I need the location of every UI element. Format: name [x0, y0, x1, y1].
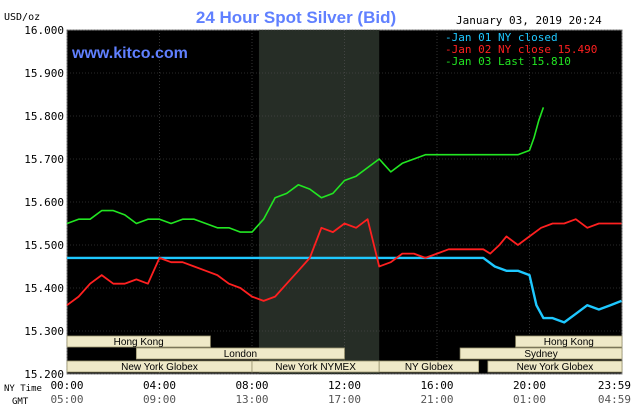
trading-session-bars: Hong Kong Hong Kong London Sydney New York G…	[66, 335, 623, 373]
price-series	[66, 107, 622, 324]
watermark-text: www.kitco.com	[71, 45, 188, 62]
x-tick-label-ny: 00:00	[50, 379, 83, 392]
y-tick-label: 16.000	[24, 24, 64, 37]
x-tick-label-gmt: 09:00	[143, 393, 176, 406]
y-tick-label: 15.400	[24, 282, 64, 295]
x-tick-label-gmt: 13:00	[235, 393, 268, 406]
series-line-2	[66, 218, 622, 306]
y-axis-ticks: 16.000 15.900 15.800 15.700 15.600 15.500 15.4…	[24, 24, 64, 381]
x-tick-label-gmt: 21:00	[420, 393, 453, 406]
y-tick-label: 15.700	[24, 153, 64, 166]
x-tick-label-ny: 12:00	[328, 379, 361, 392]
x-tick-label-ny: 20:00	[513, 379, 546, 392]
grid-lines	[66, 29, 623, 375]
session-bar	[515, 335, 623, 348]
y-tick-label: 15.200	[24, 368, 64, 381]
timestamp-label: January 03, 2019 20:24	[456, 14, 602, 27]
session-label: New York NYMEX	[275, 362, 356, 373]
x-tick-label-ny: 23:59	[598, 379, 631, 392]
y-tick-label: 15.500	[24, 239, 64, 252]
x-tick-label-ny: 16:00	[420, 379, 453, 392]
gmt-row-label: GMT	[12, 397, 29, 407]
session-bar	[66, 335, 211, 348]
y-tick-label: 15.800	[24, 110, 64, 123]
session-bar	[135, 347, 345, 360]
x-tick-label-ny: 08:00	[235, 379, 268, 392]
session-bar	[487, 360, 623, 373]
x-tick-label-gmt: 01:00	[513, 393, 546, 406]
ny-time-row-label: NY Time	[4, 384, 42, 394]
unit-label: USD/oz	[4, 12, 40, 23]
chart-title: 24 Hour Spot Silver (Bid)	[196, 8, 396, 27]
session-label: Hong Kong	[544, 337, 594, 348]
x-tick-label-ny: 04:00	[143, 379, 176, 392]
legend: -Jan 01 NY closed-Jan 02 NY close 15.490…	[445, 31, 597, 68]
x-tick-label-gmt: 05:00	[50, 393, 83, 406]
session-bar	[459, 347, 623, 360]
series-line-3	[66, 107, 545, 233]
y-tick-label: 15.600	[24, 196, 64, 209]
session-label: London	[224, 349, 257, 360]
legend-entry: -Jan 03 Last 15.810	[445, 55, 571, 68]
y-tick-label: 15.900	[24, 67, 64, 80]
legend-entry: -Jan 01 NY closed	[445, 31, 558, 44]
series-line-1	[67, 256, 622, 324]
session-label: New York Globex	[517, 362, 594, 373]
session-label: New York Globex	[121, 362, 198, 373]
session-label: Sydney	[524, 349, 557, 360]
session-label: NY Globex	[405, 362, 453, 373]
session-bar	[378, 360, 480, 373]
legend-entry: -Jan 02 NY close 15.490	[445, 43, 597, 56]
x-axis-ticks: 00:00 04:00 08:00 12:00 16:00 20:00 23:59 05:00…	[50, 379, 631, 406]
session-label: Hong Kong	[114, 337, 164, 348]
y-tick-label: 15.300	[24, 325, 64, 338]
x-tick-label-gmt: 04:59	[598, 393, 631, 406]
x-tick-label-gmt: 17:00	[328, 393, 361, 406]
